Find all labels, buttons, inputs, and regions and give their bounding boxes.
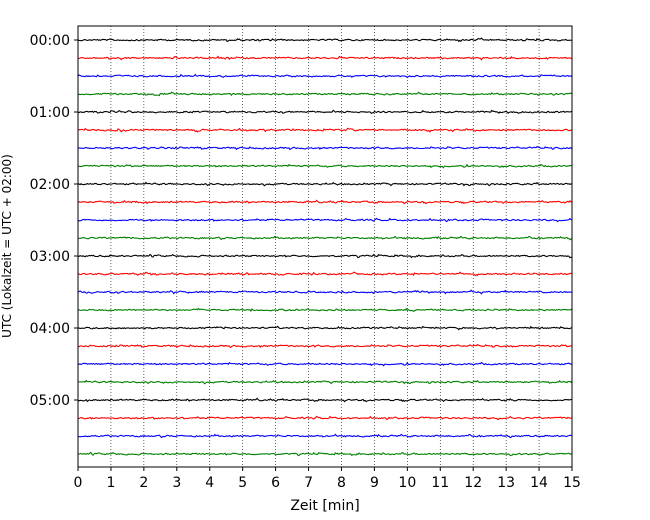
trace-line-3 — [77, 91, 573, 97]
trace-layer — [77, 37, 573, 457]
x-tick-label-0: 0 — [74, 475, 83, 491]
y-axis-ticks: 00:00 01:00 02:00 03:00 04:00 05:00 — [30, 33, 78, 409]
grid-layer — [110, 26, 540, 467]
trace-line-22 — [77, 433, 573, 439]
y-tick-label-02:00: 02:00 — [30, 177, 70, 193]
trace-line-4 — [77, 109, 573, 115]
trace-line-8 — [77, 181, 573, 187]
x-tick-label-4: 4 — [205, 475, 214, 491]
trace-line-12 — [77, 253, 573, 259]
x-axis-ticks: 0 1 2 3 4 5 6 7 8 9 10 11 12 13 14 15 — [74, 467, 581, 491]
y-tick-label-05:00: 05:00 — [30, 393, 70, 409]
y-tick-label-04:00: 04:00 — [30, 321, 70, 337]
trace-line-9 — [77, 199, 573, 205]
trace-line-21 — [77, 415, 573, 421]
x-tick-label-5: 5 — [238, 475, 247, 491]
x-tick-label-11: 11 — [431, 475, 449, 491]
x-tick-label-12: 12 — [464, 475, 482, 491]
trace-line-18 — [77, 361, 573, 367]
x-tick-label-6: 6 — [271, 475, 280, 491]
trace-line-6 — [77, 146, 573, 151]
x-tick-label-8: 8 — [337, 475, 346, 491]
trace-line-11 — [77, 235, 573, 241]
trace-line-13 — [77, 271, 573, 277]
trace-line-15 — [77, 307, 573, 313]
trace-line-1 — [77, 55, 573, 61]
trace-line-14 — [77, 289, 573, 295]
trace-line-5 — [77, 127, 573, 133]
y-tick-label-03:00: 03:00 — [30, 249, 70, 265]
y-tick-label-01:00: 01:00 — [30, 105, 70, 121]
trace-line-20 — [77, 397, 573, 403]
x-tick-label-13: 13 — [497, 475, 515, 491]
x-tick-label-10: 10 — [398, 475, 416, 491]
trace-line-16 — [77, 325, 573, 331]
x-tick-label-15: 15 — [563, 475, 581, 491]
x-tick-label-7: 7 — [304, 475, 313, 491]
trace-line-0 — [77, 37, 573, 43]
x-tick-label-9: 9 — [370, 475, 379, 491]
x-tick-label-2: 2 — [139, 475, 148, 491]
trace-line-7 — [77, 163, 572, 169]
x-tick-label-14: 14 — [530, 475, 548, 491]
x-tick-label-1: 1 — [106, 475, 115, 491]
trace-line-10 — [77, 217, 573, 223]
trace-line-23 — [77, 451, 573, 457]
trace-line-2 — [77, 73, 573, 79]
trace-line-19 — [77, 379, 573, 385]
plot-frame — [77, 25, 573, 468]
y-tick-label-00:00: 00:00 — [30, 33, 70, 49]
x-tick-label-3: 3 — [172, 475, 181, 491]
x-axis-label: Zeit [min] — [290, 498, 359, 514]
y-axis-label: UTC (Lokalzeit = UTC + 02:00) — [0, 154, 14, 338]
trace-line-17 — [77, 344, 573, 349]
